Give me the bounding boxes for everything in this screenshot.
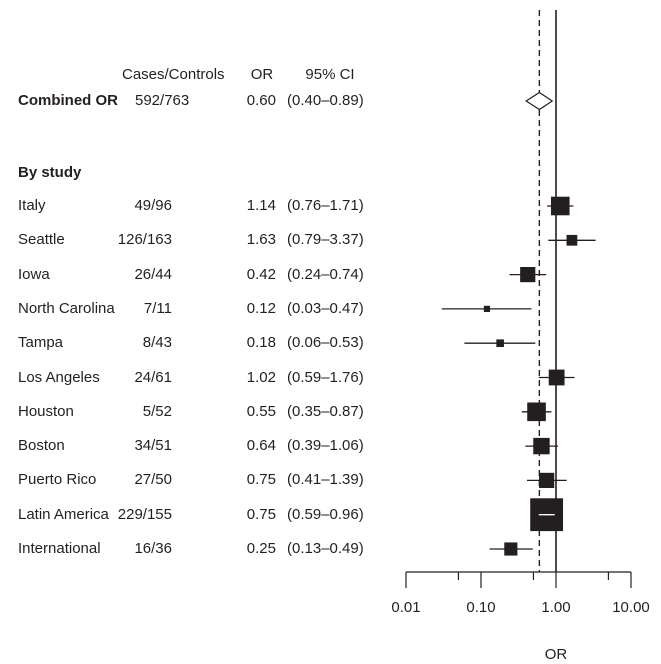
- study-label: International: [18, 540, 101, 558]
- study-ci: (0.79–3.37): [287, 231, 364, 249]
- study-ci: (0.59–0.96): [287, 506, 364, 524]
- study-or: 0.12: [247, 300, 276, 318]
- combined-or: 0.60: [247, 92, 276, 110]
- study-ci: (0.13–0.49): [287, 540, 364, 558]
- study-cases-controls: 26/44: [134, 266, 172, 284]
- study-or: 1.63: [247, 231, 276, 249]
- study-cases-controls: 8/43: [143, 334, 172, 352]
- study-cases-controls: 49/96: [134, 197, 172, 215]
- study-or: 0.42: [247, 266, 276, 284]
- combined-or-diamond: [526, 93, 552, 110]
- study-label: Los Angeles: [18, 369, 100, 387]
- study-ci: (0.59–1.76): [287, 369, 364, 387]
- header-cases-controls: Cases/Controls: [122, 66, 225, 84]
- study-label: North Carolina: [18, 300, 115, 318]
- study-label: Latin America: [18, 506, 109, 524]
- study-cases-controls: 126/163: [118, 231, 172, 249]
- x-axis-tick-label: 1.00: [516, 599, 596, 617]
- study-or-square: [539, 473, 554, 488]
- study-or-square: [520, 267, 535, 282]
- x-axis-tick-label: 0.10: [441, 599, 521, 617]
- study-label: Tampa: [18, 334, 63, 352]
- study-label: Italy: [18, 197, 46, 215]
- study-ci: (0.03–0.47): [287, 300, 364, 318]
- study-cases-controls: 34/51: [134, 437, 172, 455]
- study-cases-controls: 27/50: [134, 471, 172, 489]
- study-ci: (0.06–0.53): [287, 334, 364, 352]
- combined-cases-controls: 592/763: [135, 92, 189, 110]
- study-label: Seattle: [18, 231, 65, 249]
- study-or: 1.14: [247, 197, 276, 215]
- study-cases-controls: 24/61: [134, 369, 172, 387]
- study-or: 0.64: [247, 437, 276, 455]
- combined-label: Combined OR: [18, 92, 118, 110]
- study-label: Iowa: [18, 266, 50, 284]
- study-or: 1.02: [247, 369, 276, 387]
- study-cases-controls: 5/52: [143, 403, 172, 421]
- study-ci: (0.35–0.87): [287, 403, 364, 421]
- study-or-square: [533, 438, 549, 454]
- section-label-by-study: By study: [18, 164, 81, 182]
- study-or: 0.75: [247, 506, 276, 524]
- study-or: 0.55: [247, 403, 276, 421]
- combined-ci: (0.40–0.89): [287, 92, 364, 110]
- study-or: 0.75: [247, 471, 276, 489]
- study-ci: (0.24–0.74): [287, 266, 364, 284]
- x-axis-tick-label: 10.00: [591, 599, 661, 617]
- study-cases-controls: 7/11: [144, 300, 172, 318]
- study-ci: (0.76–1.71): [287, 197, 364, 215]
- study-cases-controls: 229/155: [118, 506, 172, 524]
- study-label: Houston: [18, 403, 74, 421]
- x-axis-label: OR: [516, 646, 596, 664]
- study-or-square: [567, 235, 578, 246]
- study-or-square: [549, 370, 565, 386]
- study-ci: (0.41–1.39): [287, 471, 364, 489]
- study-or-square: [504, 542, 517, 555]
- header-ci: 95% CI: [290, 66, 370, 84]
- study-or: 0.25: [247, 540, 276, 558]
- study-or: 0.18: [247, 334, 276, 352]
- study-or-square: [496, 339, 504, 347]
- study-label: Boston: [18, 437, 65, 455]
- study-label: Puerto Rico: [18, 471, 96, 489]
- x-axis-tick-label: 0.01: [366, 599, 446, 617]
- study-or-square: [527, 403, 546, 422]
- study-or-square: [551, 197, 570, 216]
- study-ci: (0.39–1.06): [287, 437, 364, 455]
- study-or-square: [484, 306, 490, 312]
- study-cases-controls: 16/36: [134, 540, 172, 558]
